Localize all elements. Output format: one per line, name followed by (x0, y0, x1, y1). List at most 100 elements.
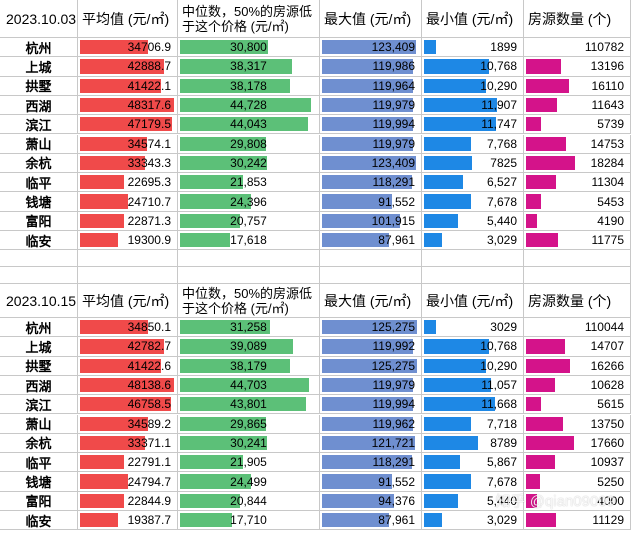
empty-cell[interactable] (78, 267, 178, 284)
min-cell[interactable]: 7,678 (422, 472, 524, 492)
median-cell[interactable]: 17,710 (178, 511, 320, 531)
avg-cell[interactable]: 22844.9 (78, 491, 178, 511)
min-cell[interactable]: 7,718 (422, 414, 524, 434)
max-cell[interactable]: 118,291 (320, 453, 422, 473)
median-cell[interactable]: 29,808 (178, 134, 320, 154)
min-cell[interactable]: 3,029 (422, 511, 524, 531)
city-cell[interactable]: 上城 (0, 57, 78, 77)
avg-cell[interactable]: 19300.9 (78, 231, 178, 251)
median-cell[interactable]: 30,242 (178, 153, 320, 174)
city-cell[interactable]: 滨江 (0, 115, 78, 135)
header-max[interactable]: 最大值 (元/㎡) (320, 284, 422, 318)
median-cell[interactable]: 39,089 (178, 337, 320, 357)
count-cell[interactable]: 13750 (524, 414, 631, 434)
count-cell[interactable]: 14707 (524, 337, 631, 357)
count-cell[interactable]: 16110 (524, 76, 631, 96)
median-cell[interactable]: 44,703 (178, 375, 320, 396)
max-cell[interactable]: 101,915 (320, 211, 422, 231)
count-cell[interactable]: 11129 (524, 511, 631, 531)
empty-cell[interactable] (320, 267, 422, 284)
avg-cell[interactable]: 34850.1 (78, 318, 178, 338)
median-cell[interactable]: 30,241 (178, 433, 320, 454)
empty-cell[interactable] (0, 250, 78, 267)
max-cell[interactable]: 87,961 (320, 231, 422, 251)
max-cell[interactable]: 94,376 (320, 491, 422, 511)
avg-cell[interactable]: 24710.7 (78, 192, 178, 212)
max-cell[interactable]: 119,964 (320, 76, 422, 96)
city-cell[interactable]: 萧山 (0, 134, 78, 154)
min-cell[interactable]: 10,768 (422, 337, 524, 357)
city-cell[interactable]: 拱墅 (0, 76, 78, 96)
min-cell[interactable]: 3,029 (422, 231, 524, 251)
median-cell[interactable]: 38,317 (178, 57, 320, 77)
count-cell[interactable]: 4190 (524, 211, 631, 231)
avg-cell[interactable]: 34589.2 (78, 414, 178, 434)
avg-cell[interactable]: 33371.1 (78, 433, 178, 454)
max-cell[interactable]: 123,409 (320, 38, 422, 58)
count-cell[interactable]: 10937 (524, 453, 631, 473)
date-cell[interactable]: 2023.10.15 (0, 284, 78, 318)
count-cell[interactable]: 11643 (524, 95, 631, 116)
max-cell[interactable]: 119,994 (320, 395, 422, 415)
median-cell[interactable]: 20,757 (178, 211, 320, 231)
median-cell[interactable]: 17,618 (178, 231, 320, 251)
median-cell[interactable]: 43,801 (178, 395, 320, 415)
min-cell[interactable]: 11,907 (422, 95, 524, 116)
min-cell[interactable]: 5,440 (422, 491, 524, 511)
max-cell[interactable]: 125,275 (320, 318, 422, 338)
max-cell[interactable]: 118,291 (320, 173, 422, 193)
avg-cell[interactable]: 22695.3 (78, 173, 178, 193)
avg-cell[interactable]: 22871.3 (78, 211, 178, 231)
avg-cell[interactable]: 22791.1 (78, 453, 178, 473)
city-cell[interactable]: 临平 (0, 173, 78, 193)
min-cell[interactable]: 7825 (422, 153, 524, 174)
min-cell[interactable]: 10,290 (422, 356, 524, 376)
max-cell[interactable]: 121,721 (320, 433, 422, 454)
city-cell[interactable]: 拱墅 (0, 356, 78, 376)
median-cell[interactable]: 29,865 (178, 414, 320, 434)
city-cell[interactable]: 富阳 (0, 491, 78, 511)
max-cell[interactable]: 119,986 (320, 57, 422, 77)
max-cell[interactable]: 125,275 (320, 356, 422, 376)
count-cell[interactable]: 17660 (524, 433, 631, 454)
max-cell[interactable]: 119,992 (320, 337, 422, 357)
count-cell[interactable]: 16266 (524, 356, 631, 376)
header-min[interactable]: 最小值 (元/㎡) (422, 284, 524, 318)
city-cell[interactable]: 杭州 (0, 38, 78, 58)
city-cell[interactable]: 滨江 (0, 395, 78, 415)
min-cell[interactable]: 11,747 (422, 115, 524, 135)
empty-cell[interactable] (178, 267, 320, 284)
empty-cell[interactable] (178, 250, 320, 267)
median-cell[interactable]: 38,178 (178, 76, 320, 96)
header-avg[interactable]: 平均值 (元/㎡) (78, 284, 178, 318)
header-avg[interactable]: 平均值 (元/㎡) (78, 0, 178, 38)
max-cell[interactable]: 119,979 (320, 95, 422, 116)
date-cell[interactable]: 2023.10.03 (0, 0, 78, 38)
avg-cell[interactable]: 24794.7 (78, 472, 178, 492)
header-min[interactable]: 最小值 (元/㎡) (422, 0, 524, 38)
avg-cell[interactable]: 33343.3 (78, 153, 178, 174)
count-cell[interactable]: 110782 (524, 38, 631, 58)
avg-cell[interactable]: 48317.6 (78, 95, 178, 116)
city-cell[interactable]: 临安 (0, 231, 78, 251)
avg-cell[interactable]: 34574.1 (78, 134, 178, 154)
empty-cell[interactable] (0, 267, 78, 284)
city-cell[interactable]: 上城 (0, 337, 78, 357)
count-cell[interactable]: 18284 (524, 153, 631, 174)
city-cell[interactable]: 西湖 (0, 375, 78, 396)
avg-cell[interactable]: 48138.6 (78, 375, 178, 396)
city-cell[interactable]: 余杭 (0, 153, 78, 174)
avg-cell[interactable]: 41422.6 (78, 356, 178, 376)
avg-cell[interactable]: 46758.5 (78, 395, 178, 415)
max-cell[interactable]: 91,552 (320, 472, 422, 492)
count-cell[interactable]: 5615 (524, 395, 631, 415)
city-cell[interactable]: 钱塘 (0, 192, 78, 212)
min-cell[interactable]: 11,057 (422, 375, 524, 396)
empty-cell[interactable] (524, 267, 631, 284)
count-cell[interactable]: 11775 (524, 231, 631, 251)
min-cell[interactable]: 8789 (422, 433, 524, 454)
city-cell[interactable]: 临平 (0, 453, 78, 473)
city-cell[interactable]: 余杭 (0, 433, 78, 454)
city-cell[interactable]: 富阳 (0, 211, 78, 231)
median-cell[interactable]: 44,728 (178, 95, 320, 116)
